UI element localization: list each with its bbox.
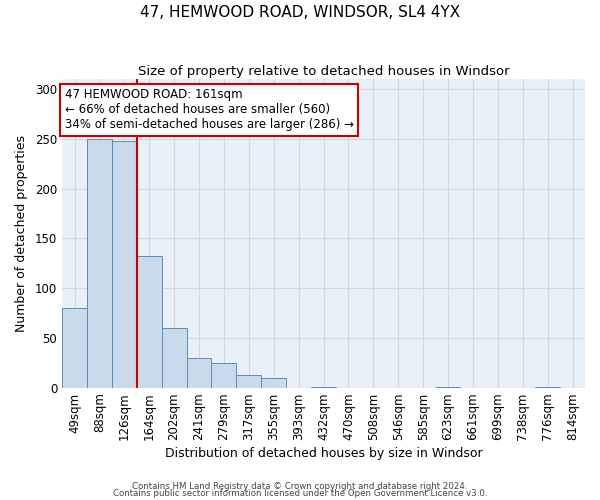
Bar	[137, 256, 161, 388]
Bar	[436, 386, 460, 388]
Bar	[535, 386, 560, 388]
Bar	[87, 139, 112, 388]
Bar	[261, 378, 286, 388]
Bar	[211, 362, 236, 388]
Text: 47 HEMWOOD ROAD: 161sqm
← 66% of detached houses are smaller (560)
34% of semi-d: 47 HEMWOOD ROAD: 161sqm ← 66% of detache…	[65, 88, 353, 132]
X-axis label: Distribution of detached houses by size in Windsor: Distribution of detached houses by size …	[165, 447, 482, 460]
Bar	[311, 386, 336, 388]
Bar	[236, 374, 261, 388]
Bar	[112, 141, 137, 388]
Y-axis label: Number of detached properties: Number of detached properties	[15, 135, 28, 332]
Bar	[62, 308, 87, 388]
Title: Size of property relative to detached houses in Windsor: Size of property relative to detached ho…	[138, 65, 509, 78]
Bar	[161, 328, 187, 388]
Text: 47, HEMWOOD ROAD, WINDSOR, SL4 4YX: 47, HEMWOOD ROAD, WINDSOR, SL4 4YX	[140, 5, 460, 20]
Bar	[187, 358, 211, 388]
Text: Contains HM Land Registry data © Crown copyright and database right 2024.: Contains HM Land Registry data © Crown c…	[132, 482, 468, 491]
Text: Contains public sector information licensed under the Open Government Licence v3: Contains public sector information licen…	[113, 490, 487, 498]
